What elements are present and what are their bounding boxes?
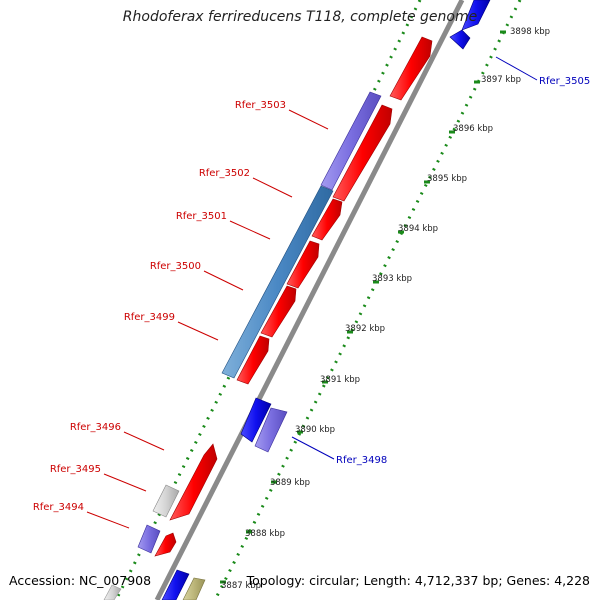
leader-line <box>123 431 165 451</box>
gene-label-rfer-3495: Rfer_3495 <box>50 464 101 475</box>
gene-block <box>254 407 288 453</box>
scale-label: 3896 kbp <box>453 124 493 134</box>
gene-label-rfer-3494: Rfer_3494 <box>33 502 84 513</box>
gene-label-rfer-3502: Rfer_3502 <box>199 168 250 179</box>
gene-block <box>152 484 180 518</box>
gene-arrow <box>461 0 491 31</box>
gene-block <box>320 91 382 191</box>
gene-arrow <box>449 29 471 50</box>
scale-label: 3887 kbp <box>221 581 261 591</box>
gene-label-rfer-3496: Rfer_3496 <box>70 422 121 433</box>
gene-arrow <box>240 397 272 443</box>
gene-label-rfer-3500: Rfer_3500 <box>150 261 201 272</box>
leader-lines <box>86 56 538 529</box>
gene-arrow <box>161 569 190 600</box>
gene-label-rfer-3498: Rfer_3498 <box>336 455 387 466</box>
scale-label: 3890 kbp <box>295 425 335 435</box>
gene-block <box>103 584 122 600</box>
leader-line <box>252 177 293 198</box>
scale-label: 3889 kbp <box>270 478 310 488</box>
gene-arrow <box>286 240 320 289</box>
gene-label-rfer-3505: Rfer_3505 <box>539 76 590 87</box>
scale-label: 3888 kbp <box>245 529 285 539</box>
scale-label: 3891 kbp <box>320 375 360 385</box>
left-features <box>103 91 382 600</box>
gene-block <box>182 577 206 600</box>
leader-line <box>177 321 219 341</box>
accession-text: Accession: NC_007908 <box>9 573 152 588</box>
leader-line <box>103 473 147 492</box>
leader-line <box>203 270 244 291</box>
leader-line <box>495 56 538 81</box>
gene-arrow <box>154 532 177 557</box>
forward-genes <box>154 36 433 557</box>
gene-label-rfer-3501: Rfer_3501 <box>176 211 227 222</box>
gene-arrow <box>236 335 270 385</box>
gene-label-rfer-3503: Rfer_3503 <box>235 100 286 111</box>
scale-label: 3895 kbp <box>427 174 467 184</box>
map-title: Rhodoferax ferrireducens T118, complete … <box>122 9 478 25</box>
gene-label-rfer-3499: Rfer_3499 <box>124 312 175 323</box>
reverse-genes <box>161 0 491 600</box>
genome-summary-text: Topology: circular; Length: 4,712,337 bp… <box>246 573 590 588</box>
gene-arrow <box>389 36 433 101</box>
gene-block <box>137 524 161 554</box>
scale-label: 3892 kbp <box>345 324 385 334</box>
gene-arrow <box>332 104 393 202</box>
scale-label: 3897 kbp <box>481 75 521 85</box>
scale-label: 3898 kbp <box>510 27 550 37</box>
leader-line <box>229 220 271 240</box>
scale-labels: 3898 kbp 3897 kbp 3896 kbp 3895 kbp 3894… <box>221 27 550 591</box>
gene-arrow <box>169 443 218 521</box>
gene-block <box>221 185 334 379</box>
major-ticks <box>220 30 506 584</box>
leader-line <box>291 436 335 460</box>
gene-arrow <box>311 198 343 241</box>
scale-label: 3894 kbp <box>398 224 438 234</box>
scale-label: 3893 kbp <box>372 274 412 284</box>
leader-line <box>288 109 329 130</box>
leader-line <box>86 511 130 529</box>
gene-arrow <box>260 285 297 338</box>
genome-backbone <box>154 0 465 600</box>
gene-labels: Rfer_3505 Rfer_3503 Rfer_3502 Rfer_3501 … <box>33 76 590 513</box>
